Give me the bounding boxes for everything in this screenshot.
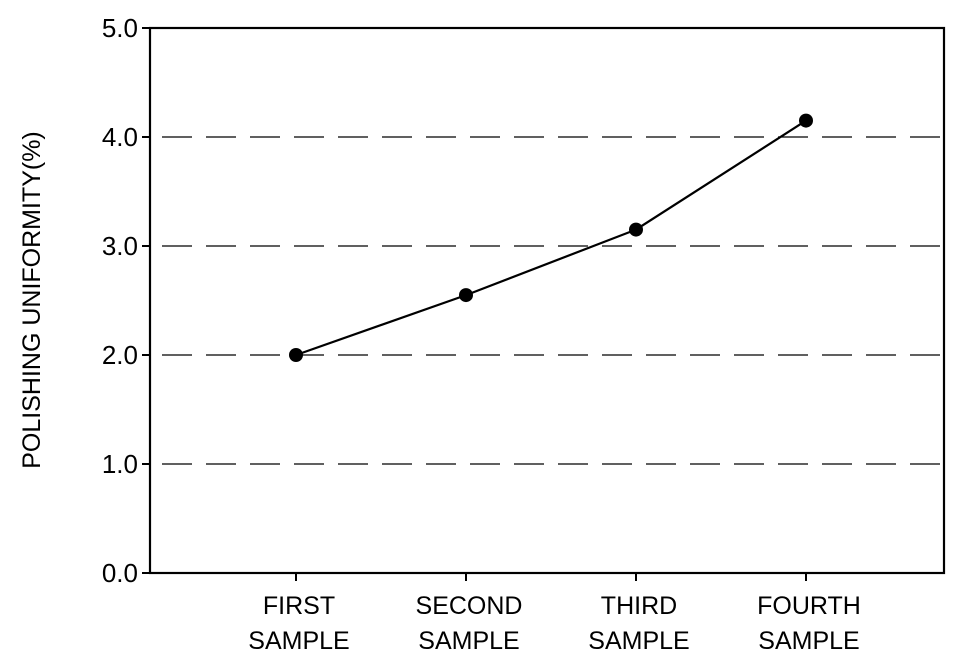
x-category-label: SAMPLE — [588, 627, 689, 655]
x-category-label: THIRD — [601, 592, 677, 620]
plot-frame — [150, 28, 944, 573]
y-tick-label: 5.0 — [102, 13, 138, 43]
data-point — [629, 223, 643, 237]
series-line — [296, 121, 806, 355]
series-layer — [289, 114, 813, 362]
y-axis-title: POLISHING UNIFORMITY(%) — [18, 131, 46, 469]
x-category-label: SECOND — [416, 592, 523, 620]
y-tick-label: 1.0 — [102, 449, 138, 479]
x-category-label: SAMPLE — [418, 627, 519, 655]
x-category-label: SAMPLE — [758, 627, 859, 655]
x-category-label: FOURTH — [757, 592, 861, 620]
data-point — [289, 348, 303, 362]
data-point — [799, 114, 813, 128]
y-tick-label: 0.0 — [102, 558, 138, 588]
y-axis-ticks: 0.0 1.0 2.0 3.0 4.0 5.0 — [102, 13, 150, 588]
y-tick-label: 4.0 — [102, 122, 138, 152]
grid-lines — [162, 137, 940, 464]
x-category-label: SAMPLE — [248, 627, 349, 655]
y-tick-label: 3.0 — [102, 231, 138, 261]
data-point — [459, 288, 473, 302]
x-category-label: FIRST — [263, 592, 335, 620]
x-axis-ticks: FIRST SAMPLE SECOND SAMPLE THIRD SAMPLE FOURTH… — [248, 573, 861, 655]
y-tick-label: 2.0 — [102, 340, 138, 370]
